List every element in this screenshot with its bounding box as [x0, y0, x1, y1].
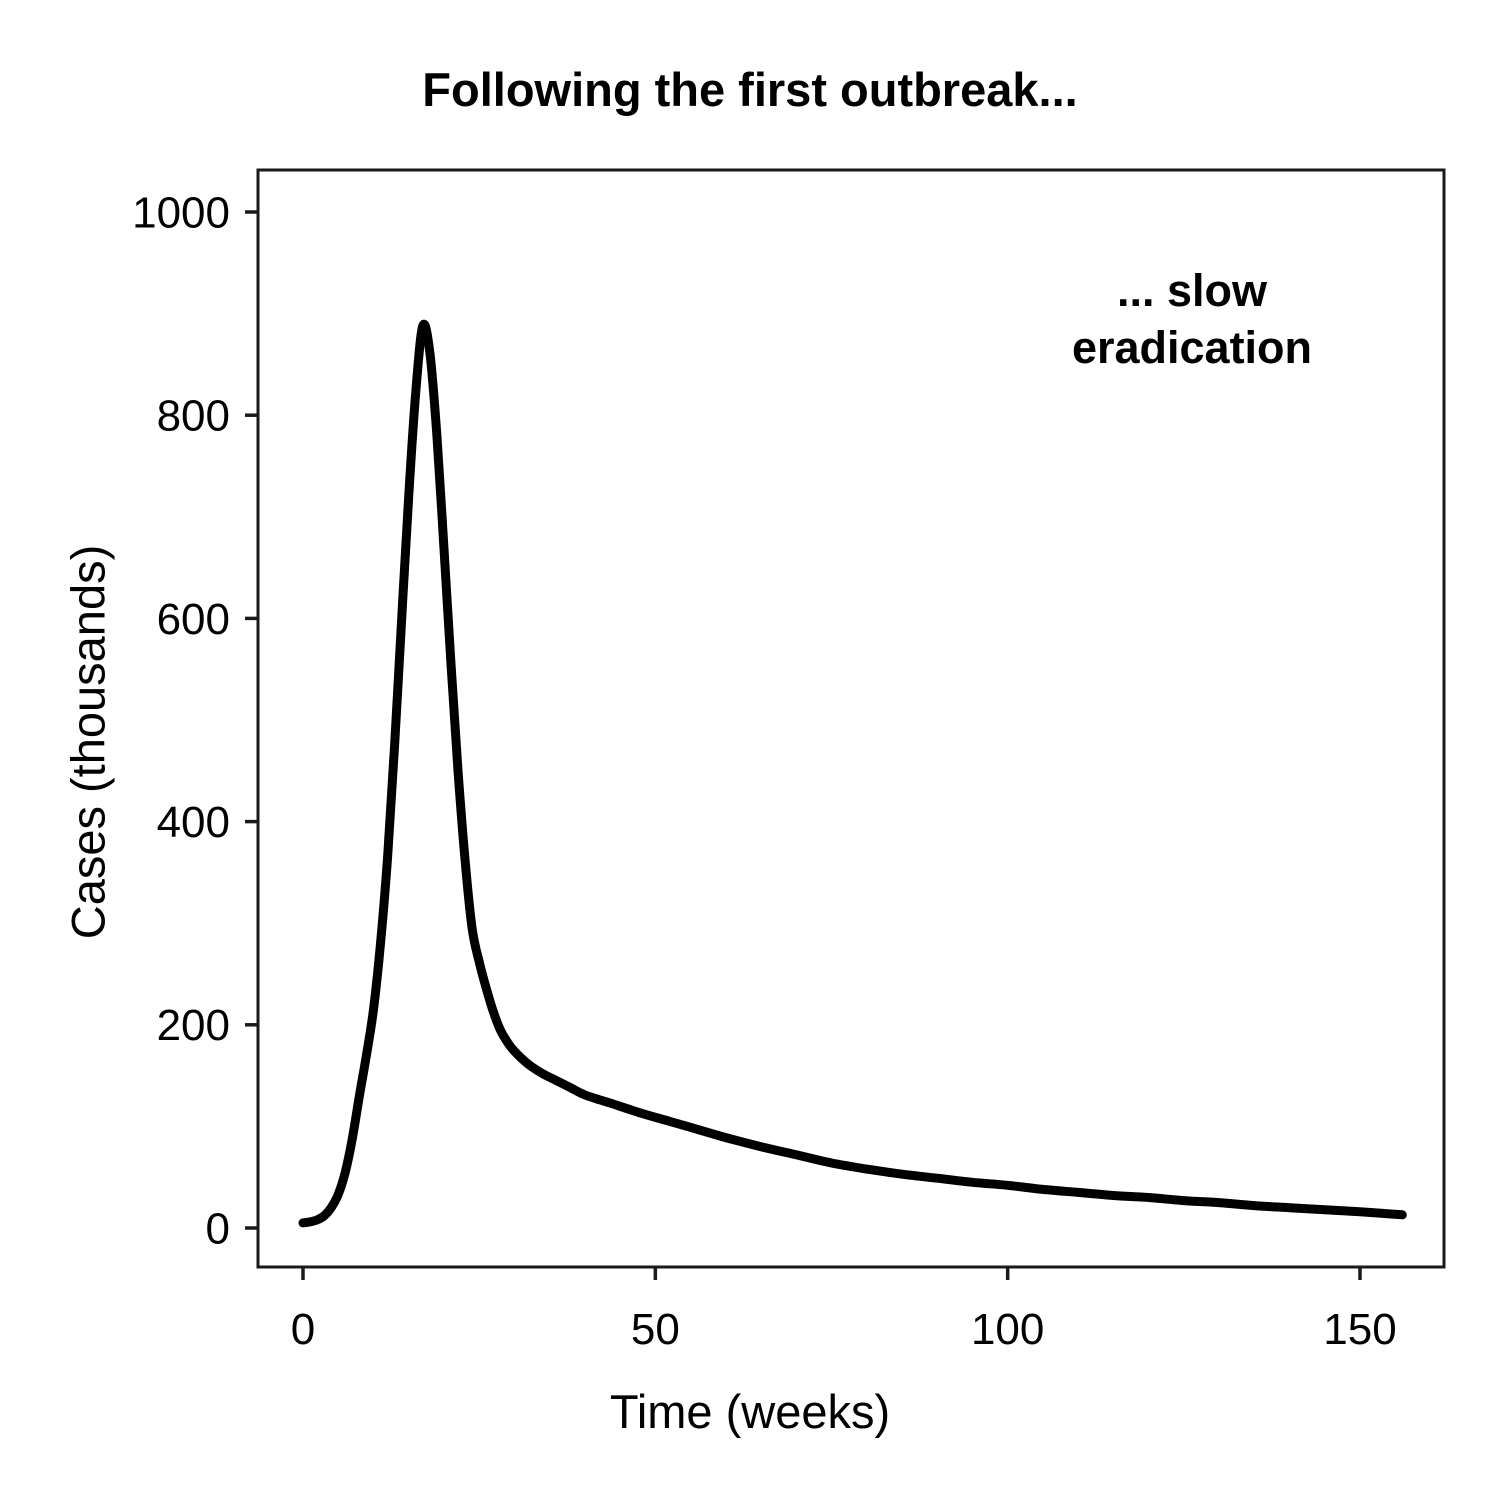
cases-curve [298, 319, 1407, 1228]
x-axis-label: Time (weeks) [609, 1385, 891, 1438]
x-tick-label: 50 [631, 1305, 680, 1354]
x-tick-label: 0 [291, 1305, 315, 1354]
annotation-line-1: ... slow [1116, 265, 1268, 316]
y-tick-label: 400 [157, 798, 230, 847]
annotation-slow-eradication: ... slow eradication [1042, 262, 1342, 376]
y-tick-label: 1000 [132, 188, 230, 237]
y-tick-label: 200 [157, 1001, 230, 1050]
y-tick-label: 0 [206, 1204, 230, 1253]
annotation-line-2: eradication [1071, 322, 1313, 373]
chart-title: Following the first outbreak... [422, 63, 1078, 116]
y-tick-label: 600 [157, 595, 230, 644]
plot-border [256, 168, 1446, 1269]
x-tick-label: 150 [1323, 1305, 1396, 1354]
x-tick-label: 100 [971, 1305, 1044, 1354]
y-tick-label: 800 [157, 392, 230, 441]
